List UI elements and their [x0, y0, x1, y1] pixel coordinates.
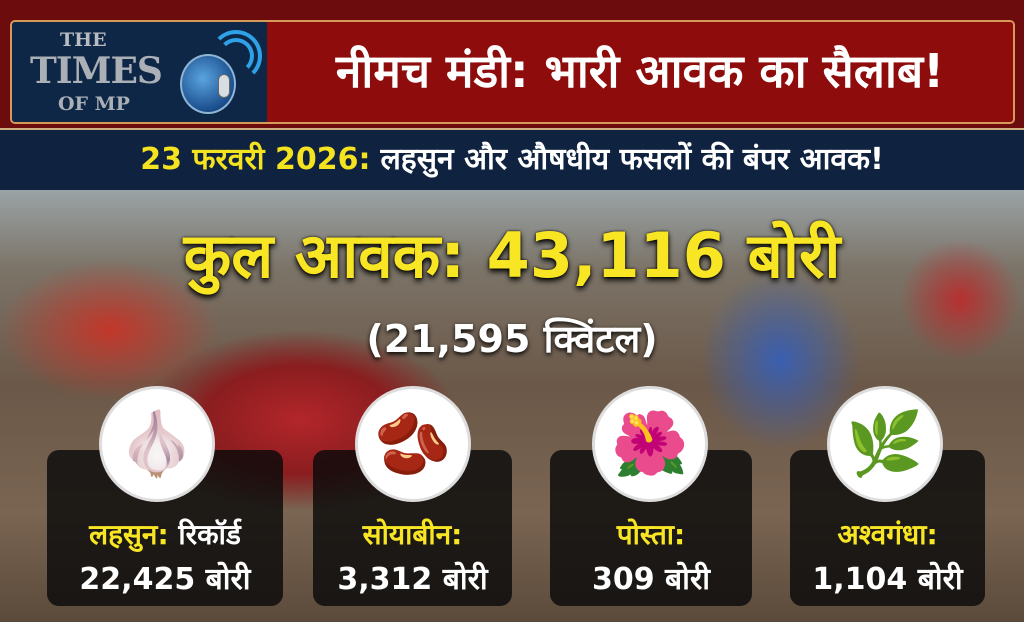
- crop-value-poppy: 309 बोरी: [591, 562, 710, 597]
- crop-value-garlic: 22,425 बोरी: [79, 562, 251, 597]
- crop-value-soybean: 3,312 बोरी: [337, 562, 488, 597]
- logo-text-times: TIMES: [30, 50, 163, 92]
- soybean-icon: 🫘: [355, 386, 471, 502]
- date-text: 23 फरवरी 2026:: [140, 142, 371, 177]
- crop-label-soybean: सोयाबीन:: [362, 518, 463, 551]
- ashwagandha-root-icon: 🌿: [827, 386, 943, 502]
- logo-text-of-mp: OF MP: [58, 93, 130, 115]
- times-of-mp-logo: THE TIMES OF MP: [12, 22, 267, 122]
- logo-text-the: THE: [60, 29, 107, 51]
- page-title: नीमच मंडी: भारी आवक का सैलाब!: [267, 22, 1013, 122]
- total-quintal: (21,595 क्विंटल): [366, 317, 658, 361]
- crop-name: लहसुन:: [89, 518, 169, 551]
- subheadline: 23 फरवरी 2026: लहसुन और औषधीय फसलों की ब…: [0, 128, 1024, 190]
- header-band: THE TIMES OF MP नीमच मंडी: भारी आवक का स…: [0, 0, 1024, 128]
- crop-value-ashwagandha: 1,104 बोरी: [812, 562, 963, 597]
- crop-label-poppy: पोस्ता:: [616, 518, 686, 551]
- garlic-icon: 🧄: [99, 386, 215, 502]
- crop-label-garlic: लहसुन: रिकॉर्ड: [47, 516, 283, 554]
- total-arrival: कुल आवक: 43,116 बोरी: [183, 219, 841, 292]
- signal-wave-icon: [210, 30, 262, 82]
- header-box: THE TIMES OF MP नीमच मंडी: भारी आवक का स…: [10, 20, 1015, 124]
- subheadline-text: लहसुन और औषधीय फसलों की बंपर आवक!: [380, 142, 884, 177]
- poppy-icon: 🌺: [592, 386, 708, 502]
- record-tag: रिकॉर्ड: [178, 518, 241, 551]
- crop-label-ashwagandha: अश्वगंधा:: [837, 518, 938, 551]
